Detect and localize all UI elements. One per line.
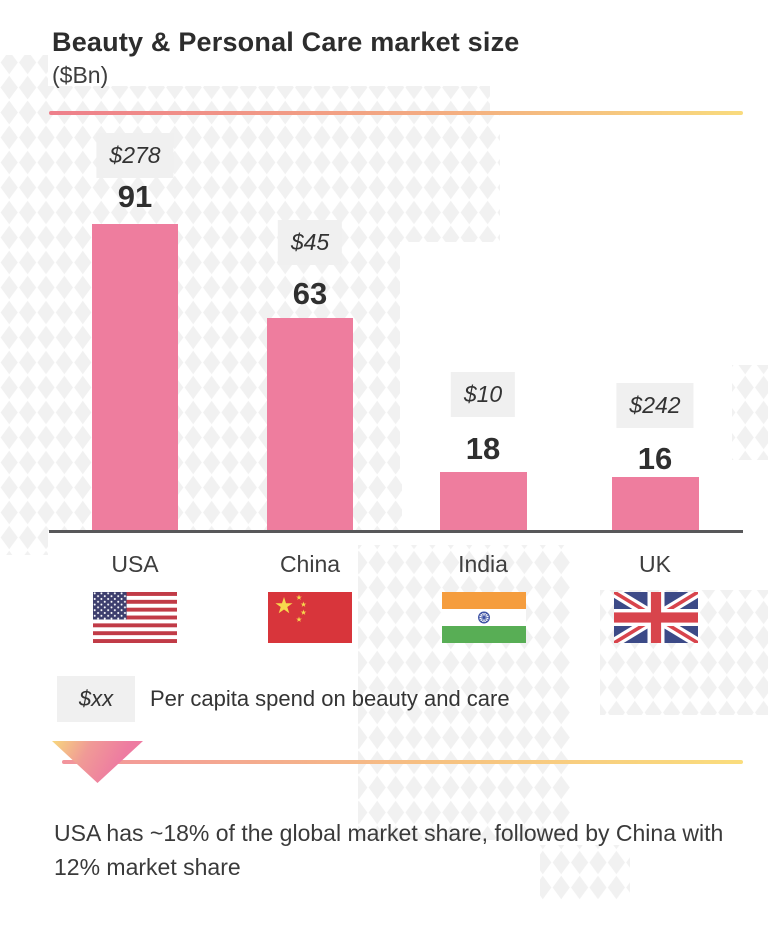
per-capita-label-india: $10 [450,372,516,417]
uk-flag-icon [611,587,701,648]
category-label-uk: UK [639,551,671,577]
top-divider-line [49,111,743,115]
per-capita-label-usa: $278 [96,133,174,178]
india-flag-icon [442,592,526,643]
category-label-india: India [458,551,508,577]
bar-value-india: 18 [465,431,501,466]
bar-value-china: 63 [292,276,328,311]
bottom-divider-line [62,760,743,764]
per-capita-label-uk: $242 [616,383,694,428]
legend-swatch-box: $xx [57,676,135,722]
footnote-text: USA has ~18% of the global market share,… [54,820,724,880]
category-label-usa: USA [111,551,159,577]
per-capita-label-china: $45 [277,220,343,265]
x-axis-line [49,530,743,533]
china-flag-icon [268,592,352,643]
bar-india [440,472,527,531]
bar-china [267,318,353,531]
usa-flag-icon [93,592,177,643]
chart-title: Beauty & Personal Care market size [52,27,520,57]
legend-label: Per capita spend on beauty and care [150,686,510,711]
category-label-china: China [279,551,341,577]
bar-value-usa: 91 [117,179,153,214]
bar-uk [612,477,699,531]
chart-unit-label: ($Bn) [52,62,109,88]
bar-value-uk: 16 [637,441,673,476]
bar-usa [92,224,178,531]
